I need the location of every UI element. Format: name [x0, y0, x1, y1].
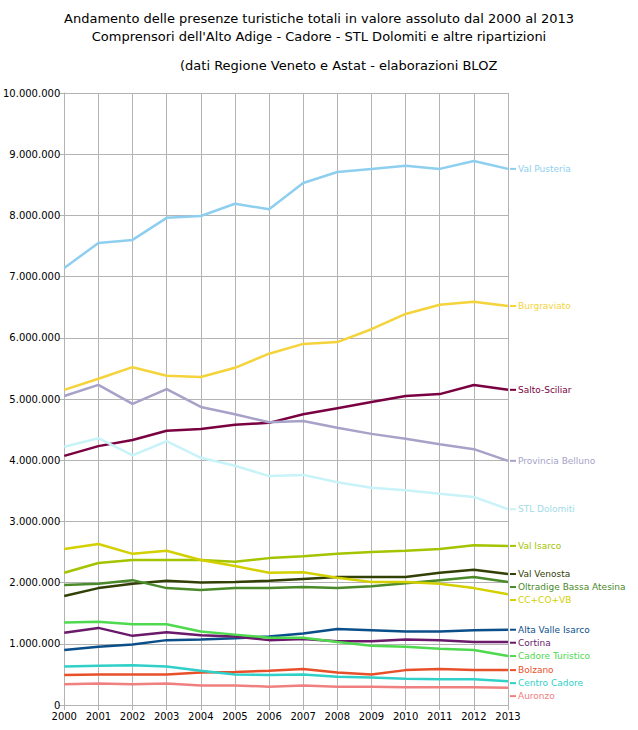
- svg-text:2006: 2006: [256, 711, 281, 722]
- svg-text:Cadore Turistico: Cadore Turistico: [518, 651, 591, 661]
- svg-text:2001: 2001: [86, 711, 111, 722]
- svg-text:Val Venosta: Val Venosta: [518, 569, 570, 579]
- svg-text:2008: 2008: [325, 711, 350, 722]
- svg-text:4.000.000: 4.000.000: [9, 455, 60, 466]
- svg-text:10.000.000: 10.000.000: [3, 88, 60, 99]
- svg-text:2004: 2004: [188, 711, 213, 722]
- svg-text:2003: 2003: [154, 711, 179, 722]
- svg-text:2007: 2007: [290, 711, 315, 722]
- svg-text:2.000.000: 2.000.000: [9, 577, 60, 588]
- svg-text:6.000.000: 6.000.000: [9, 332, 60, 343]
- svg-text:2009: 2009: [359, 711, 384, 722]
- svg-text:Provincia Belluno: Provincia Belluno: [518, 456, 596, 466]
- svg-text:Oltradige Bassa Atesina: Oltradige Bassa Atesina: [518, 582, 626, 592]
- svg-text:8.000.000: 8.000.000: [9, 210, 60, 221]
- svg-text:Auronzo: Auronzo: [518, 691, 555, 701]
- svg-text:2013: 2013: [495, 711, 520, 722]
- svg-text:1.000.000: 1.000.000: [9, 638, 60, 649]
- svg-text:3.000.000: 3.000.000: [9, 516, 60, 527]
- svg-text:(dati Regione Veneto e Astat -: (dati Regione Veneto e Astat - elaborazi…: [180, 58, 497, 73]
- svg-text:Salto-Sciliar: Salto-Sciliar: [518, 385, 572, 395]
- svg-text:Centro Cadore: Centro Cadore: [518, 678, 583, 688]
- svg-text:CC+CO+VB: CC+CO+VB: [518, 595, 571, 605]
- svg-text:2000: 2000: [52, 711, 77, 722]
- svg-text:Andamento delle presenze turis: Andamento delle presenze turistiche tota…: [64, 11, 574, 26]
- svg-text:Comprensori dell'Alto Adige -: Comprensori dell'Alto Adige - Cadore - S…: [92, 29, 546, 44]
- svg-text:2011: 2011: [427, 711, 452, 722]
- svg-text:Burgraviato: Burgraviato: [518, 301, 571, 311]
- svg-text:0: 0: [54, 700, 60, 711]
- svg-text:Cortina: Cortina: [518, 638, 551, 648]
- svg-text:Alta Valle Isarco: Alta Valle Isarco: [518, 625, 590, 635]
- svg-text:2002: 2002: [120, 711, 145, 722]
- svg-text:2010: 2010: [393, 711, 418, 722]
- svg-text:STL Dolomiti: STL Dolomiti: [518, 504, 575, 514]
- svg-text:Val Pusteria: Val Pusteria: [518, 164, 571, 174]
- svg-text:Val Isarco: Val Isarco: [518, 541, 562, 551]
- svg-text:5.000.000: 5.000.000: [9, 394, 60, 405]
- svg-text:Bolzano: Bolzano: [518, 665, 554, 675]
- svg-text:7.000.000: 7.000.000: [9, 271, 60, 282]
- svg-text:9.000.000: 9.000.000: [9, 149, 60, 160]
- svg-text:2005: 2005: [222, 711, 247, 722]
- svg-text:2012: 2012: [461, 711, 486, 722]
